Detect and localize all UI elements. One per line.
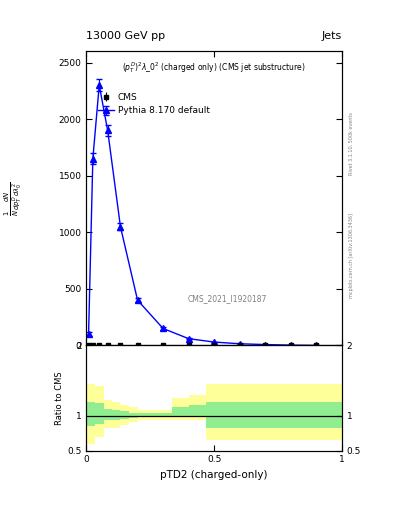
Text: Rivet 3.1.10, 500k events: Rivet 3.1.10, 500k events (349, 112, 354, 175)
Text: mcplots.cern.ch [arXiv:1306.3436]: mcplots.cern.ch [arXiv:1306.3436] (349, 214, 354, 298)
Text: CMS_2021_I1920187: CMS_2021_I1920187 (187, 294, 266, 303)
Y-axis label: $\frac{1}{N}\frac{dN}{dp_{T}^{D}\,d\lambda_{0}^{2}}$: $\frac{1}{N}\frac{dN}{dp_{T}^{D}\,d\lamb… (2, 181, 24, 216)
X-axis label: pTD2 (charged-only): pTD2 (charged-only) (160, 470, 268, 480)
Y-axis label: Ratio to CMS: Ratio to CMS (55, 371, 64, 425)
Text: $(p_T^D)^2\lambda\_0^2$ (charged only) (CMS jet substructure): $(p_T^D)^2\lambda\_0^2$ (charged only) (… (122, 60, 306, 75)
Text: Jets: Jets (321, 31, 342, 41)
Text: 13000 GeV pp: 13000 GeV pp (86, 31, 165, 41)
Legend: CMS, Pythia 8.170 default: CMS, Pythia 8.170 default (96, 91, 211, 117)
